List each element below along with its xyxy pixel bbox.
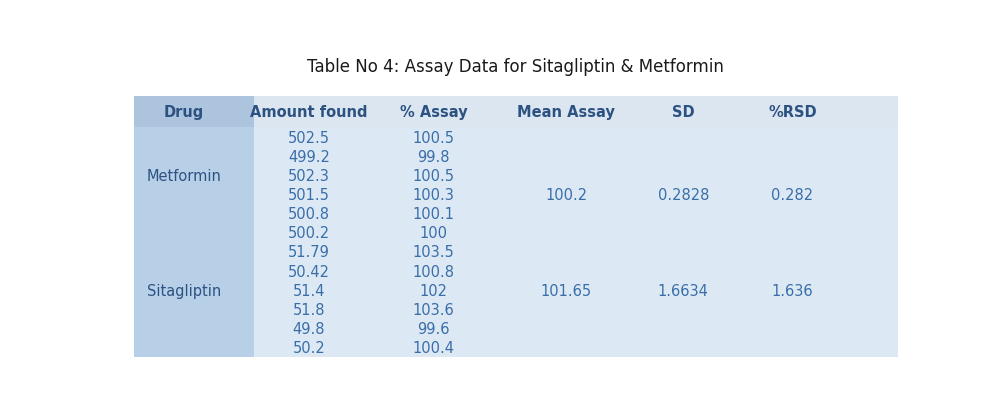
Text: % Assay: % Assay (400, 105, 468, 120)
Text: 50.2: 50.2 (293, 340, 325, 355)
Text: Amount found: Amount found (250, 105, 368, 120)
Text: 0.2828: 0.2828 (658, 188, 709, 202)
Text: 1.6634: 1.6634 (658, 283, 708, 298)
Text: 103.5: 103.5 (412, 245, 455, 260)
Text: 50.42: 50.42 (288, 264, 330, 279)
Text: 103.6: 103.6 (412, 302, 455, 317)
Text: 100: 100 (420, 226, 448, 241)
Text: Mean Assay: Mean Assay (517, 105, 616, 120)
Text: SD: SD (672, 105, 694, 120)
Text: Drug: Drug (164, 105, 204, 120)
Text: 51.79: 51.79 (288, 245, 330, 260)
Text: 100.5: 100.5 (412, 130, 455, 145)
Text: 101.65: 101.65 (540, 283, 592, 298)
Text: 100.5: 100.5 (412, 168, 455, 183)
Text: 49.8: 49.8 (293, 321, 325, 336)
Text: 1.636: 1.636 (772, 283, 813, 298)
Text: Table No 4: Assay Data for Sitagliptin & Metformin: Table No 4: Assay Data for Sitagliptin &… (307, 58, 724, 76)
Text: 500.8: 500.8 (288, 207, 330, 222)
Bar (255, 97, 897, 128)
Text: Sitagliptin: Sitagliptin (147, 283, 221, 298)
Text: 502.5: 502.5 (288, 130, 330, 145)
Text: 100.4: 100.4 (412, 340, 455, 355)
Text: 100.1: 100.1 (412, 207, 455, 222)
Text: 499.2: 499.2 (288, 149, 330, 164)
Text: 501.5: 501.5 (288, 188, 330, 202)
Text: 100.8: 100.8 (412, 264, 455, 279)
Text: 0.282: 0.282 (772, 188, 814, 202)
Text: 51.8: 51.8 (293, 302, 325, 317)
Bar (134, 128, 255, 357)
Text: 100.2: 100.2 (545, 188, 588, 202)
Text: 500.2: 500.2 (288, 226, 330, 241)
Text: Metformin: Metformin (147, 168, 221, 183)
Text: 100.3: 100.3 (412, 188, 455, 202)
Bar (134, 97, 255, 128)
Bar (255, 128, 897, 357)
Text: %RSD: %RSD (768, 105, 817, 120)
Text: 99.8: 99.8 (417, 149, 450, 164)
Text: 502.3: 502.3 (288, 168, 330, 183)
Text: 102: 102 (420, 283, 448, 298)
Text: 99.6: 99.6 (417, 321, 450, 336)
Text: 51.4: 51.4 (293, 283, 325, 298)
